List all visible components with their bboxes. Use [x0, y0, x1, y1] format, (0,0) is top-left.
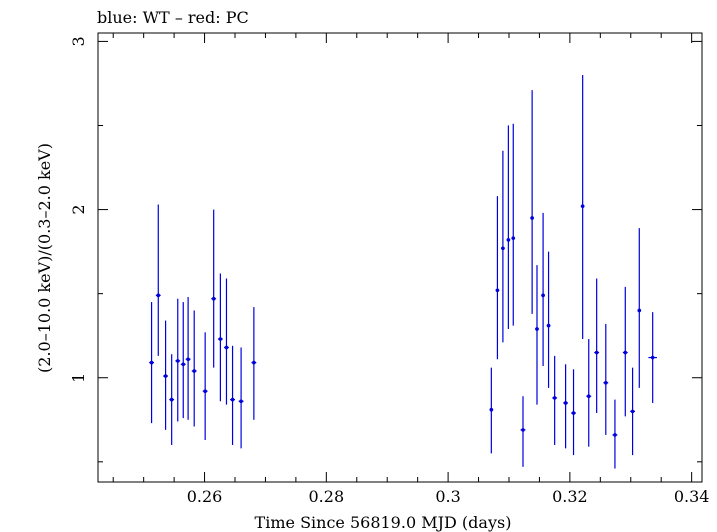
- data-point: [163, 320, 169, 430]
- point-marker: [230, 397, 235, 402]
- data-point: [511, 123, 516, 326]
- data-point: [501, 150, 505, 343]
- point-marker: [521, 428, 525, 432]
- data-point: [603, 323, 609, 435]
- chart-title: blue: WT – red: PC: [97, 8, 249, 27]
- point-marker: [650, 355, 655, 360]
- data-point: [586, 339, 592, 447]
- point-marker: [530, 216, 534, 220]
- x-tick-label: 0.34: [674, 487, 710, 506]
- data-point: [612, 399, 618, 469]
- data-point: [637, 228, 642, 388]
- x-axis-label: Time Since 56819.0 MJD (days): [255, 513, 512, 532]
- data-point: [506, 125, 511, 329]
- point-marker: [613, 433, 617, 437]
- data-point: [185, 297, 191, 420]
- data-point: [535, 265, 539, 405]
- point-marker: [175, 359, 180, 363]
- data-point: [580, 75, 585, 340]
- point-marker: [218, 337, 223, 341]
- data-point: [180, 302, 186, 419]
- point-marker: [489, 407, 494, 412]
- x-tick-label: 0.32: [552, 487, 588, 506]
- point-marker: [552, 396, 557, 400]
- data-point: [563, 364, 569, 449]
- data-point: [251, 307, 257, 420]
- x-axis: 0.26 0.28 0.3 0.32 0.34: [112, 33, 710, 506]
- point-marker: [156, 293, 161, 298]
- data-point: [211, 209, 217, 368]
- point-marker: [603, 380, 608, 385]
- data-point: [552, 355, 558, 446]
- point-marker: [535, 327, 539, 331]
- data-point: [175, 298, 181, 422]
- point-marker: [186, 357, 190, 362]
- point-marker: [192, 369, 197, 373]
- data-point: [149, 302, 155, 424]
- point-marker: [637, 308, 642, 313]
- plot-frame: [97, 32, 703, 483]
- point-marker: [594, 350, 599, 355]
- x-tick-label: 0.3: [435, 487, 460, 506]
- point-marker: [630, 409, 635, 414]
- data-point: [217, 273, 223, 402]
- point-marker: [546, 323, 551, 328]
- data-point: [622, 286, 628, 417]
- y-tick-label: 3: [69, 36, 88, 46]
- point-marker: [563, 401, 568, 405]
- data-point: [630, 367, 636, 456]
- data-point: [155, 204, 161, 356]
- data-point: [520, 396, 526, 467]
- data-point: [594, 278, 600, 414]
- y-tick-label: 1: [69, 373, 88, 383]
- data-point: [191, 310, 197, 427]
- point-marker: [623, 350, 628, 355]
- point-marker: [580, 204, 585, 209]
- point-marker: [163, 374, 168, 378]
- point-marker: [541, 293, 545, 298]
- point-marker: [203, 389, 207, 393]
- point-marker: [224, 345, 229, 350]
- x-tick-label: 0.26: [187, 487, 223, 506]
- data-point: [202, 332, 208, 440]
- data-point: [530, 90, 534, 314]
- data-point: [648, 312, 657, 403]
- point-marker: [181, 362, 186, 367]
- point-marker: [506, 238, 511, 242]
- point-marker: [501, 246, 505, 251]
- point-marker: [169, 397, 174, 402]
- point-marker: [252, 360, 256, 365]
- point-marker: [239, 399, 243, 404]
- data-point: [230, 345, 235, 446]
- data-point: [546, 251, 551, 388]
- point-marker: [495, 288, 500, 293]
- data-point: [541, 212, 545, 366]
- point-marker: [149, 360, 154, 365]
- data-points: [149, 75, 657, 469]
- point-marker: [211, 296, 216, 301]
- data-point: [224, 278, 229, 405]
- data-point: [489, 367, 494, 454]
- point-marker: [586, 394, 591, 399]
- x-tick-label: 0.28: [309, 487, 345, 506]
- point-marker: [571, 411, 576, 415]
- y-tick-label: 2: [69, 204, 88, 214]
- data-point: [495, 196, 500, 360]
- y-axis: 1 2 3: [69, 36, 702, 463]
- point-marker: [511, 236, 516, 240]
- data-point: [571, 369, 576, 456]
- data-point: [238, 347, 244, 449]
- y-axis-label: (2.0–10.0 keV)/(0.3–2.0 keV): [35, 143, 54, 373]
- data-point: [169, 354, 175, 446]
